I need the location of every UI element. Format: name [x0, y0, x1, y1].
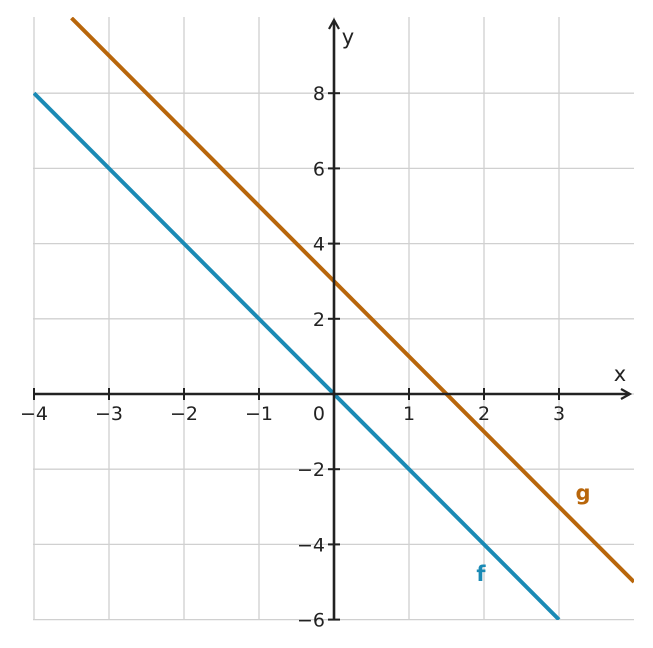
x-tick-label: −2	[170, 403, 198, 425]
x-axis-label: x	[614, 362, 626, 386]
series-label-f: f	[476, 562, 486, 586]
origin-label: 0	[313, 403, 325, 425]
x-tick-label: −1	[245, 403, 273, 425]
y-tick-label: −2	[297, 459, 325, 481]
axes	[33, 20, 630, 620]
x-tick-label: 2	[478, 403, 490, 425]
series-line-f	[33, 91, 561, 620]
y-axis-label: y	[342, 25, 354, 49]
ticks: −4 −3 −2 −1 1 2 3 −6 −4 −2 2 4 6 8	[20, 83, 565, 631]
series-label-g: g	[575, 481, 590, 505]
x-tick-label: −3	[95, 403, 123, 425]
x-tick-label: −4	[20, 403, 48, 425]
y-tick-label: 2	[313, 309, 325, 331]
y-tick-label: 6	[313, 158, 325, 180]
y-tick-label: −4	[297, 534, 325, 556]
y-tick-label: 8	[313, 83, 325, 105]
x-tick-label: 1	[403, 403, 415, 425]
x-tick-label: 3	[553, 403, 565, 425]
series-line-g	[70, 17, 634, 584]
series-group	[33, 17, 634, 620]
y-tick-label: −6	[297, 610, 325, 632]
y-tick-label: 4	[313, 234, 325, 256]
